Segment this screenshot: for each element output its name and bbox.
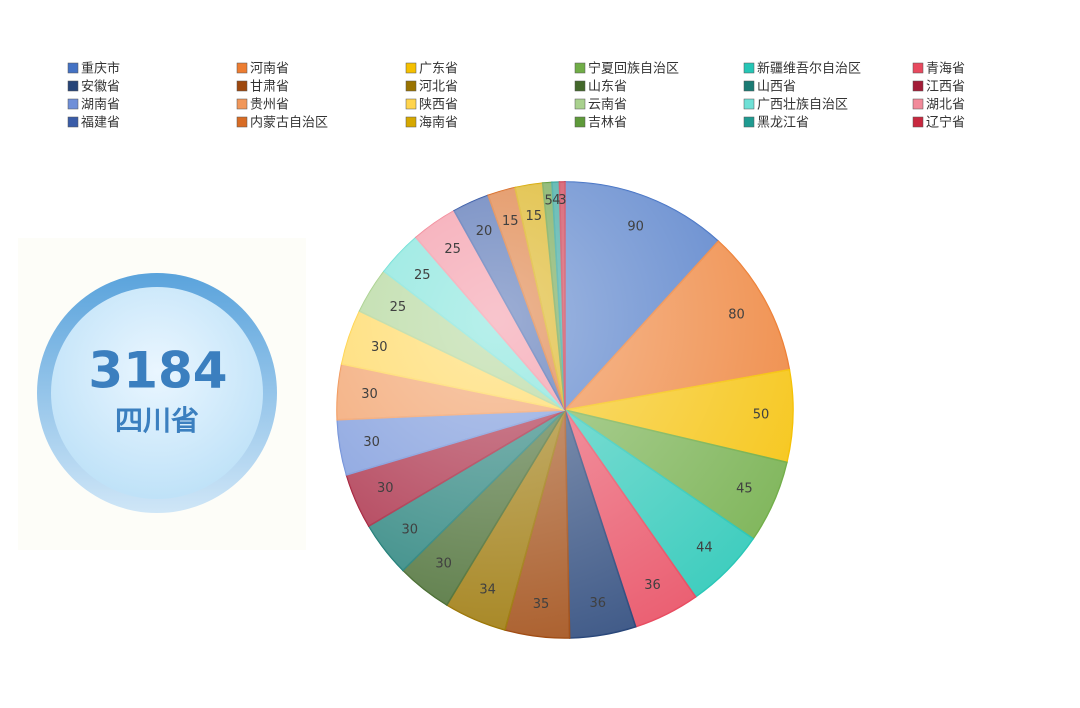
data-label: 4	[552, 193, 560, 208]
data-label: 34	[479, 583, 496, 598]
highlight-label: 四川省	[115, 404, 199, 437]
legend-marker	[743, 98, 755, 110]
data-label: 44	[696, 540, 713, 555]
data-label: 90	[627, 220, 644, 235]
data-label: 5	[545, 193, 553, 208]
pie-shine	[337, 182, 793, 638]
legend-label: 黑龙江省	[757, 116, 809, 131]
data-label: 80	[728, 307, 745, 322]
legend-marker	[743, 80, 755, 92]
pie: 90 80 50 45 44 36 36 35 34 30 30 30 30 30 30 25 25 25 20 15…	[336, 181, 794, 639]
legend-marker	[574, 80, 586, 92]
data-label: 15	[502, 214, 519, 229]
data-label: 25	[390, 300, 407, 315]
legend-label: 安徽省	[81, 80, 120, 95]
data-label: 20	[476, 224, 493, 239]
legend-marker	[67, 98, 79, 110]
legend-label: 广东省	[419, 62, 458, 77]
legend-marker	[912, 62, 924, 74]
data-label: 30	[371, 340, 388, 355]
data-label: 45	[736, 482, 753, 497]
legend-marker	[236, 62, 248, 74]
legend-label: 广西壮族自治区	[757, 97, 848, 113]
legend-label: 甘肃省	[250, 80, 289, 95]
data-label: 15	[526, 209, 543, 224]
legend-marker	[405, 80, 417, 92]
data-label: 3	[558, 193, 566, 208]
legend-marker	[405, 98, 417, 110]
card-circle	[51, 287, 263, 499]
data-label: 50	[753, 408, 770, 423]
legend-label: 重庆市	[81, 61, 120, 77]
data-label: 25	[414, 268, 431, 283]
data-label: 30	[361, 387, 378, 402]
legend-label: 山东省	[588, 80, 627, 95]
legend-label: 河南省	[250, 61, 289, 77]
legend-label: 吉林省	[588, 116, 627, 131]
legend-label: 海南省	[419, 115, 458, 131]
legend-label: 山西省	[757, 80, 796, 95]
legend-label: 新疆维吾尔自治区	[757, 61, 861, 77]
data-label: 36	[644, 578, 661, 593]
highlight-value: 3184	[88, 342, 227, 400]
legend-marker	[912, 80, 924, 92]
legend-marker	[405, 116, 417, 128]
data-label: 30	[377, 481, 394, 496]
legend-label: 宁夏回族自治区	[588, 61, 679, 77]
legend-marker	[67, 62, 79, 74]
legend-marker	[236, 98, 248, 110]
data-label: 25	[444, 242, 461, 257]
legend-marker	[236, 116, 248, 128]
legend-label: 江西省	[926, 80, 965, 95]
legend-label: 内蒙古自治区	[250, 115, 328, 131]
legend-marker	[67, 116, 79, 128]
data-label: 30	[435, 556, 452, 571]
legend-marker	[743, 116, 755, 128]
legend-marker	[743, 62, 755, 74]
legend-marker	[574, 62, 586, 74]
legend-marker	[912, 116, 924, 128]
legend-label: 福建省	[81, 116, 120, 131]
legend-label: 陕西省	[419, 98, 458, 113]
data-label: 36	[590, 596, 607, 611]
legend-label: 青海省	[926, 62, 965, 77]
legend-marker	[912, 98, 924, 110]
data-label: 30	[363, 435, 380, 450]
legend-marker	[405, 62, 417, 74]
legend-label: 辽宁省	[926, 115, 965, 131]
legend-marker	[67, 80, 79, 92]
legend-label: 湖北省	[926, 98, 965, 113]
data-label: 30	[402, 522, 419, 537]
legend-marker	[574, 98, 586, 110]
data-label: 35	[533, 597, 550, 612]
legend-marker	[236, 80, 248, 92]
legend-label: 贵州省	[250, 98, 289, 113]
legend-label: 云南省	[588, 97, 627, 113]
legend-marker	[574, 116, 586, 128]
legend-label: 河北省	[419, 80, 458, 95]
legend-label: 湖南省	[81, 97, 120, 113]
